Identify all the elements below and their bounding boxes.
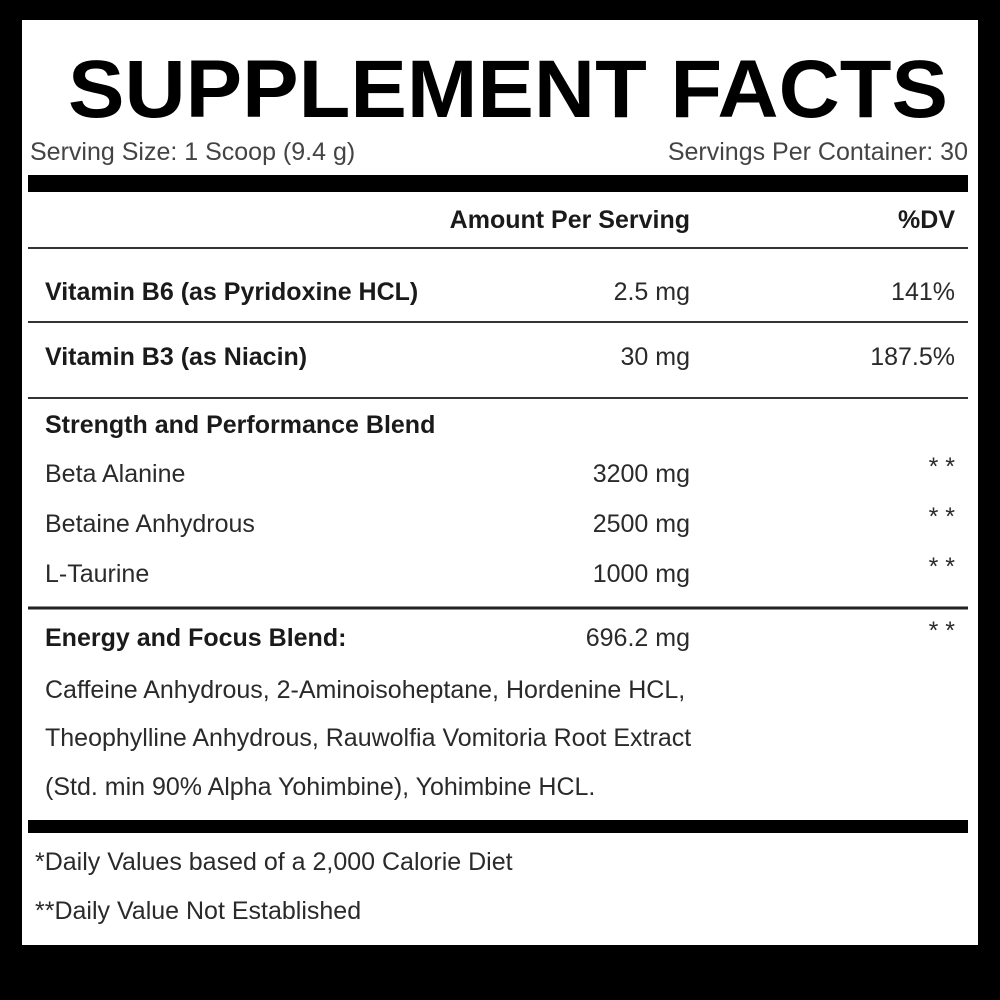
blend-title: Energy and Focus Blend:	[45, 624, 346, 652]
amount: 2500 mg	[593, 510, 690, 538]
amount: 3200 mg	[593, 460, 690, 488]
amount: 30 mg	[621, 343, 690, 371]
footnote: **Daily Value Not Established	[35, 897, 361, 925]
servings-per-container: Servings Per Container: 30	[668, 138, 968, 166]
thick-rule	[28, 175, 968, 192]
ingredients-line: (Std. min 90% Alpha Yohimbine), Yohimbin…	[45, 773, 595, 801]
panel	[22, 20, 978, 945]
amount: 1000 mg	[593, 560, 690, 588]
serving-size: Serving Size: 1 Scoop (9.4 g)	[30, 138, 355, 166]
daily-value: * *	[929, 503, 956, 531]
ingredient-name: Beta Alanine	[45, 460, 185, 488]
amount: 696.2 mg	[586, 624, 690, 652]
title: SUPPLEMENT FACTS	[68, 44, 948, 135]
daily-value: 187.5%	[870, 343, 955, 371]
amount: 2.5 mg	[614, 278, 690, 306]
column-header: %DV	[898, 206, 955, 234]
blend-title: Strength and Performance Blend	[45, 411, 435, 439]
nutrient-name: Vitamin B6 (as Pyridoxine HCL)	[45, 278, 418, 306]
ingredients-line: Caffeine Anhydrous, 2-Aminoisoheptane, H…	[45, 676, 685, 704]
daily-value: * *	[929, 453, 956, 481]
column-header: Amount Per Serving	[450, 206, 690, 234]
ingredient-name: Betaine Anhydrous	[45, 510, 255, 538]
daily-value: 141%	[891, 278, 955, 306]
ingredient-name: L-Taurine	[45, 560, 149, 588]
daily-value: * *	[929, 617, 956, 645]
nutrient-name: Vitamin B3 (as Niacin)	[45, 343, 307, 371]
thick-rule	[28, 820, 968, 833]
footnote: *Daily Values based of a 2,000 Calorie D…	[35, 848, 513, 876]
ingredients-line: Theophylline Anhydrous, Rauwolfia Vomito…	[45, 724, 691, 752]
daily-value: * *	[929, 553, 956, 581]
